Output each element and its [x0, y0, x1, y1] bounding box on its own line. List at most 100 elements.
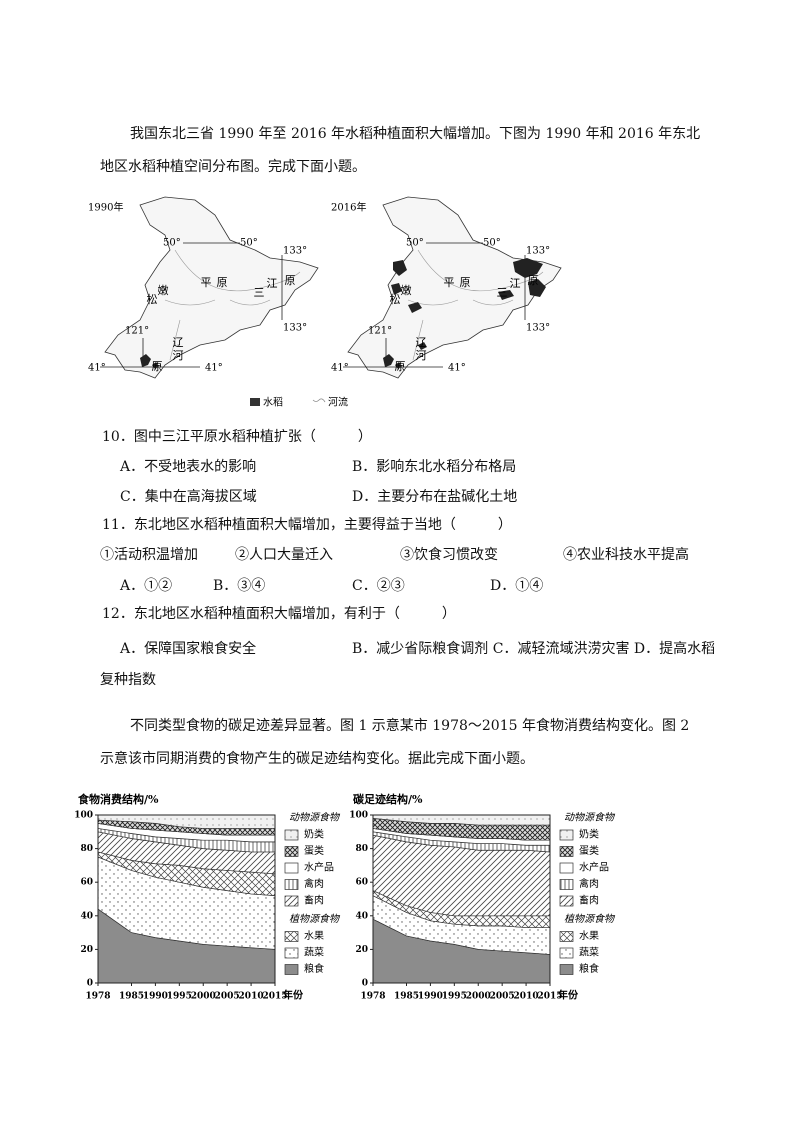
y-tick-label: 60	[355, 878, 368, 888]
legend-label: 粮食	[304, 962, 324, 975]
intro-paragraph: 我国东北三省 1990 年至 2016 年水稻种植面积大幅增加。下图为 1990…	[100, 126, 701, 175]
legend-label: 河流	[328, 396, 348, 409]
option: B．影响东北水稻分布格局	[352, 459, 517, 475]
place-label: 原	[217, 276, 228, 289]
statement: ②人口大量迁入	[235, 547, 333, 563]
y-tick-label: 20	[80, 945, 93, 955]
place-label: 嫩	[158, 283, 169, 297]
legend-swatch	[559, 879, 574, 890]
legend-label: 蛋类	[579, 844, 599, 857]
legend-label: 蔬菜	[304, 947, 324, 959]
option: D．提高水稻复种指数	[100, 641, 716, 688]
passage-paragraph: 不同类型食物的碳足迹差异显著。图 1 示意某市 1978～2015 年食物消费结…	[100, 718, 690, 767]
legend-label: 水果	[579, 930, 599, 942]
y-tick-label: 0	[87, 979, 93, 989]
legend-swatch	[559, 862, 574, 874]
legend-label: 禽肉	[579, 877, 599, 890]
y-tick-label: 100	[349, 811, 368, 821]
option: A．不受地表水的影响	[120, 459, 257, 475]
option: C．②③	[352, 578, 405, 594]
legend-group-title: 植物源食物	[289, 913, 341, 925]
x-tick-label: 1978	[360, 992, 385, 1002]
y-tick-label: 100	[74, 811, 93, 821]
coordinate-label: 133°	[283, 246, 307, 257]
legend-swatch	[284, 879, 299, 890]
coordinate-label: 133°	[283, 323, 307, 334]
river	[407, 249, 544, 361]
legend-swatch	[559, 931, 574, 942]
x-tick-label: 2000	[466, 992, 491, 1002]
option: D．主要分布在盐碱化土地	[352, 489, 518, 505]
x-tick-label: 2015	[262, 992, 287, 1002]
place-label: 平	[201, 276, 212, 289]
x-tick-label: 2005	[215, 992, 240, 1002]
chart-title: 碳足迹结构/%	[353, 792, 423, 806]
legend-label: 畜肉	[304, 894, 324, 907]
legend-label: 蛋类	[304, 844, 324, 857]
x-axis-label: 年份	[283, 989, 304, 1002]
legend-swatch	[559, 947, 574, 959]
statement: ③饮食习惯改变	[400, 547, 498, 563]
map-year: 1990年	[88, 201, 123, 214]
x-tick-label: 1978	[85, 992, 110, 1002]
place-label: 松	[147, 292, 158, 306]
option: C．减轻流域洪涝灾害	[492, 641, 630, 657]
place-label: 原	[460, 276, 471, 289]
y-tick-label: 0	[362, 979, 368, 989]
rice-area	[383, 258, 546, 369]
legend-swatch	[284, 846, 299, 857]
option: A．①②	[120, 578, 173, 594]
legend-label: 水产品	[304, 861, 334, 874]
legend-swatch	[284, 895, 299, 907]
legend-swatch	[284, 964, 299, 975]
y-tick-label: 40	[355, 911, 368, 921]
rice-area	[140, 354, 159, 369]
graticule	[100, 242, 283, 368]
plot-frame	[97, 814, 276, 984]
y-tick-label: 20	[355, 945, 368, 955]
question-stem: 11．东北地区水稻种植面积大幅增加，主要得益于当地（ ）	[102, 517, 512, 533]
legend-group-title: 动物源食物	[564, 812, 616, 824]
place-label: 辽	[416, 336, 427, 349]
question-stem: 10．图中三江平原水稻种植扩张（ ）	[102, 429, 372, 445]
y-tick-label: 40	[80, 911, 93, 921]
legend-swatch	[284, 931, 299, 942]
place-label: 河	[173, 349, 184, 362]
map-year: 2016年	[331, 201, 366, 214]
legend-label: 粮食	[579, 962, 599, 975]
legend-group-title: 植物源食物	[564, 913, 616, 925]
option-block: A．保障国家粮食安全 B．减少省际粮食调剂 C．减轻流域洪涝灾害 D．提高水稻复种…	[100, 634, 728, 696]
legend-swatch	[559, 829, 574, 841]
place-label: 江	[267, 277, 278, 290]
place-label: 平	[444, 276, 455, 289]
y-tick-label: 60	[80, 878, 93, 888]
coordinate-label: 41°	[331, 363, 349, 374]
option: C．集中在高海拔区域	[120, 489, 257, 505]
place-label: 原	[152, 360, 163, 373]
coordinate-label: 41°	[205, 363, 223, 374]
legend-label: 奶类	[304, 828, 324, 841]
legend-label: 禽肉	[304, 877, 324, 890]
legend-swatch	[559, 846, 574, 857]
place-label: 辽	[173, 336, 184, 349]
region-outline	[347, 196, 562, 379]
legend-label: 蔬菜	[579, 947, 599, 959]
x-axis-label: 年份	[558, 989, 579, 1002]
legend-swatch	[284, 862, 299, 874]
legend-label: 畜肉	[579, 894, 599, 907]
plot-frame	[372, 814, 551, 984]
coordinate-label: 121°	[368, 326, 392, 337]
place-label: 三	[497, 286, 508, 299]
y-tick-label: 80	[80, 844, 93, 854]
legend-swatch	[559, 895, 574, 907]
legend-label: 水果	[304, 930, 324, 942]
question-stem: 12．东北地区水稻种植面积大幅增加，有利于（ ）	[102, 606, 456, 622]
coordinate-label: 50°	[240, 238, 258, 249]
legend-label: 奶类	[579, 828, 599, 841]
y-tick-label: 80	[355, 844, 368, 854]
x-tick-label: 2000	[191, 992, 216, 1002]
place-label: 原	[285, 274, 296, 287]
coordinate-label: 50°	[406, 238, 424, 249]
